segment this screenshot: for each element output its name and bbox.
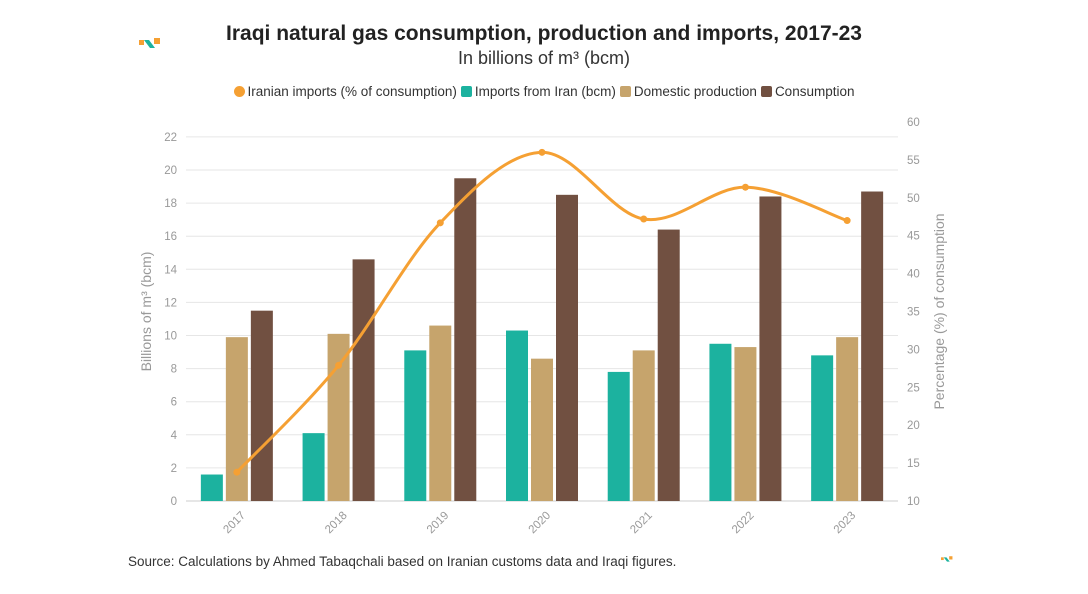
bar-domestic-2020 (531, 358, 553, 501)
bar-domestic-2017 (225, 337, 248, 501)
legend-label-imports: Imports from Iran (bcm) (474, 84, 616, 99)
point-imports-pct-2022 (741, 183, 749, 191)
point-imports-pct-2017 (233, 468, 241, 476)
bar-imports-2019 (404, 350, 427, 501)
y-tick-label: 6 (171, 397, 177, 409)
y-tick-label: 4 (171, 430, 178, 442)
bar-consumption-2020 (556, 194, 578, 501)
bar-domestic-2022 (734, 347, 757, 501)
legend-swatch-consumption (760, 86, 772, 97)
x-tick-label: 2022 (730, 510, 757, 537)
x-tick-label: 2019 (425, 510, 452, 537)
point-imports-pct-2023 (843, 217, 851, 225)
bar-imports-2023 (811, 355, 834, 501)
y-tick-label: 2 (171, 463, 177, 475)
source-note: Source: Calculations by Ahmed Tabaqchali… (128, 554, 677, 569)
y2-tick-label: 40 (907, 269, 920, 281)
legend-item-consumption[interactable]: Consumption (760, 84, 855, 99)
point-imports-pct-2020 (538, 148, 546, 156)
point-imports-pct-2021 (640, 215, 648, 223)
bar-domestic-2018 (327, 333, 350, 501)
legend-item-imports-pct[interactable]: Iranian imports (% of consumption) (233, 84, 457, 99)
y2-tick-label: 15 (907, 458, 920, 470)
legend-swatch-imports (460, 86, 472, 97)
y2-tick-label: 20 (907, 420, 920, 432)
y-axis-title: Billions of m³ (bcm) (138, 252, 154, 372)
legend-item-domestic[interactable]: Domestic production (619, 84, 757, 99)
bar-imports-2017 (200, 474, 223, 501)
legend-label-domestic: Domestic production (633, 84, 757, 99)
y-tick-label: 10 (164, 330, 177, 342)
y2-tick-label: 50 (907, 193, 920, 205)
bar-consumption-2023 (861, 191, 884, 501)
y-tick-label: 18 (164, 198, 177, 210)
chart-subtitle: In billions of m³ (bcm) (457, 48, 631, 68)
bar-consumption-2022 (759, 196, 782, 501)
y-tick-label: 22 (164, 132, 177, 144)
y-tick-label: 0 (171, 496, 177, 508)
x-tick-label: 2020 (527, 510, 554, 537)
y-tick-label: 12 (164, 297, 177, 309)
bar-domestic-2019 (429, 325, 452, 501)
bar-imports-2021 (607, 371, 630, 501)
legend-label-consumption: Consumption (774, 84, 855, 99)
y-tick-label: 8 (171, 364, 177, 376)
bar-domestic-2021 (632, 350, 655, 501)
y2-axis-title: Percentage (%) of consumption (931, 213, 947, 409)
bar-consumption-2021 (657, 229, 680, 501)
bar-imports-2022 (709, 343, 732, 501)
bar-consumption-2017 (250, 310, 273, 501)
chart-legend: Iranian imports (% of consumption) Impor… (0, 84, 1088, 99)
x-tick-label: 2023 (832, 510, 859, 537)
y2-tick-label: 10 (907, 496, 920, 508)
brand-logo-icon (139, 38, 160, 48)
y-tick-label: 14 (164, 264, 177, 276)
x-tick-label: 2018 (323, 510, 350, 537)
bar-imports-2020 (506, 330, 528, 501)
y-tick-label: 16 (164, 231, 177, 243)
point-imports-pct-2018 (335, 361, 343, 369)
y-tick-label: 20 (164, 165, 177, 177)
bar-consumption-2019 (454, 178, 477, 501)
y2-tick-label: 45 (907, 231, 920, 243)
legend-swatch-domestic (619, 86, 631, 97)
y2-tick-label: 25 (907, 382, 920, 394)
legend-swatch-imports-pct (233, 86, 245, 97)
x-tick-label: 2021 (628, 510, 655, 537)
legend-item-imports[interactable]: Imports from Iran (bcm) (460, 84, 616, 99)
bar-consumption-2018 (352, 259, 375, 501)
y2-tick-label: 60 (907, 117, 920, 129)
y2-tick-label: 55 (907, 155, 920, 167)
bar-imports-2018 (302, 433, 325, 501)
brand-logo-small-icon (941, 556, 953, 562)
y2-tick-label: 35 (907, 307, 920, 319)
y2-tick-label: 30 (907, 344, 920, 356)
legend-label-imports-pct: Iranian imports (% of consumption) (247, 84, 457, 99)
chart-title: Iraqi natural gas consumption, productio… (226, 22, 862, 45)
point-imports-pct-2019 (436, 219, 444, 227)
bar-domestic-2023 (836, 337, 859, 501)
x-tick-label: 2017 (221, 510, 248, 537)
